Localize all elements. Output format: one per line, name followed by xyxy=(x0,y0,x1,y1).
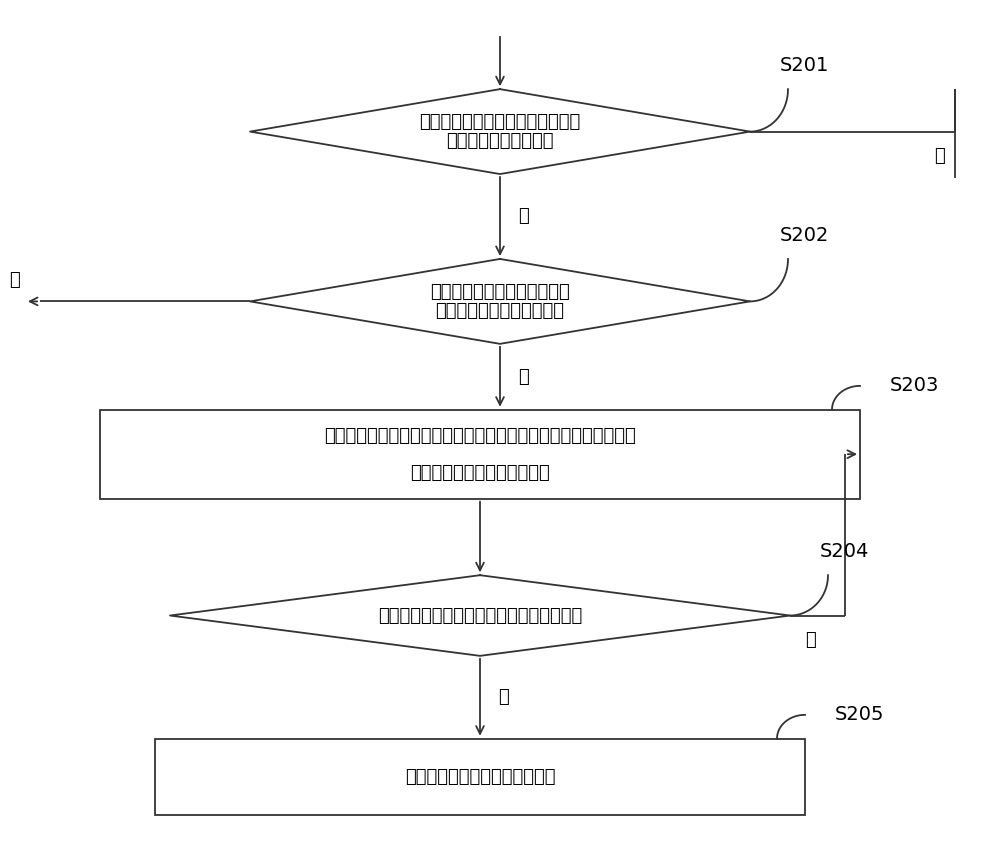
Bar xyxy=(155,739,805,815)
Text: 有预设的标准礼仪动作: 有预设的标准礼仪动作 xyxy=(446,132,554,150)
Text: 监测用户的当前位置变化是否超过预设范围: 监测用户的当前位置变化是否超过预设范围 xyxy=(378,606,582,625)
Polygon shape xyxy=(250,259,750,344)
Text: S201: S201 xyxy=(780,56,829,75)
Text: 是否处于预设的商务场景下: 是否处于预设的商务场景下 xyxy=(436,301,564,320)
Text: 是: 是 xyxy=(518,368,529,385)
Bar xyxy=(100,409,860,498)
Text: S204: S204 xyxy=(820,542,869,561)
Polygon shape xyxy=(170,576,790,655)
Text: 对移动终端的通知方式进行还原: 对移动终端的通知方式进行还原 xyxy=(405,767,555,786)
Text: S205: S205 xyxy=(835,706,885,724)
Text: S203: S203 xyxy=(890,376,939,395)
Text: 否: 否 xyxy=(805,631,816,649)
Polygon shape xyxy=(250,89,750,174)
Text: 获取与商务场景关联的通知方式，根据商务场景关联的通知方式对: 获取与商务场景关联的通知方式，根据商务场景关联的通知方式对 xyxy=(324,426,636,445)
Text: 否: 否 xyxy=(9,271,20,289)
Text: 判断穿戴式设备监测到得用户是否: 判断穿戴式设备监测到得用户是否 xyxy=(419,113,581,132)
Text: 根据用户的当前位置判断用户: 根据用户的当前位置判断用户 xyxy=(430,283,570,301)
Text: 是: 是 xyxy=(518,207,529,226)
Text: S202: S202 xyxy=(780,226,829,245)
Text: 否: 否 xyxy=(934,147,945,165)
Text: 是: 是 xyxy=(498,689,509,706)
Text: 移动终端的通知方式进行设置: 移动终端的通知方式进行设置 xyxy=(410,464,550,482)
